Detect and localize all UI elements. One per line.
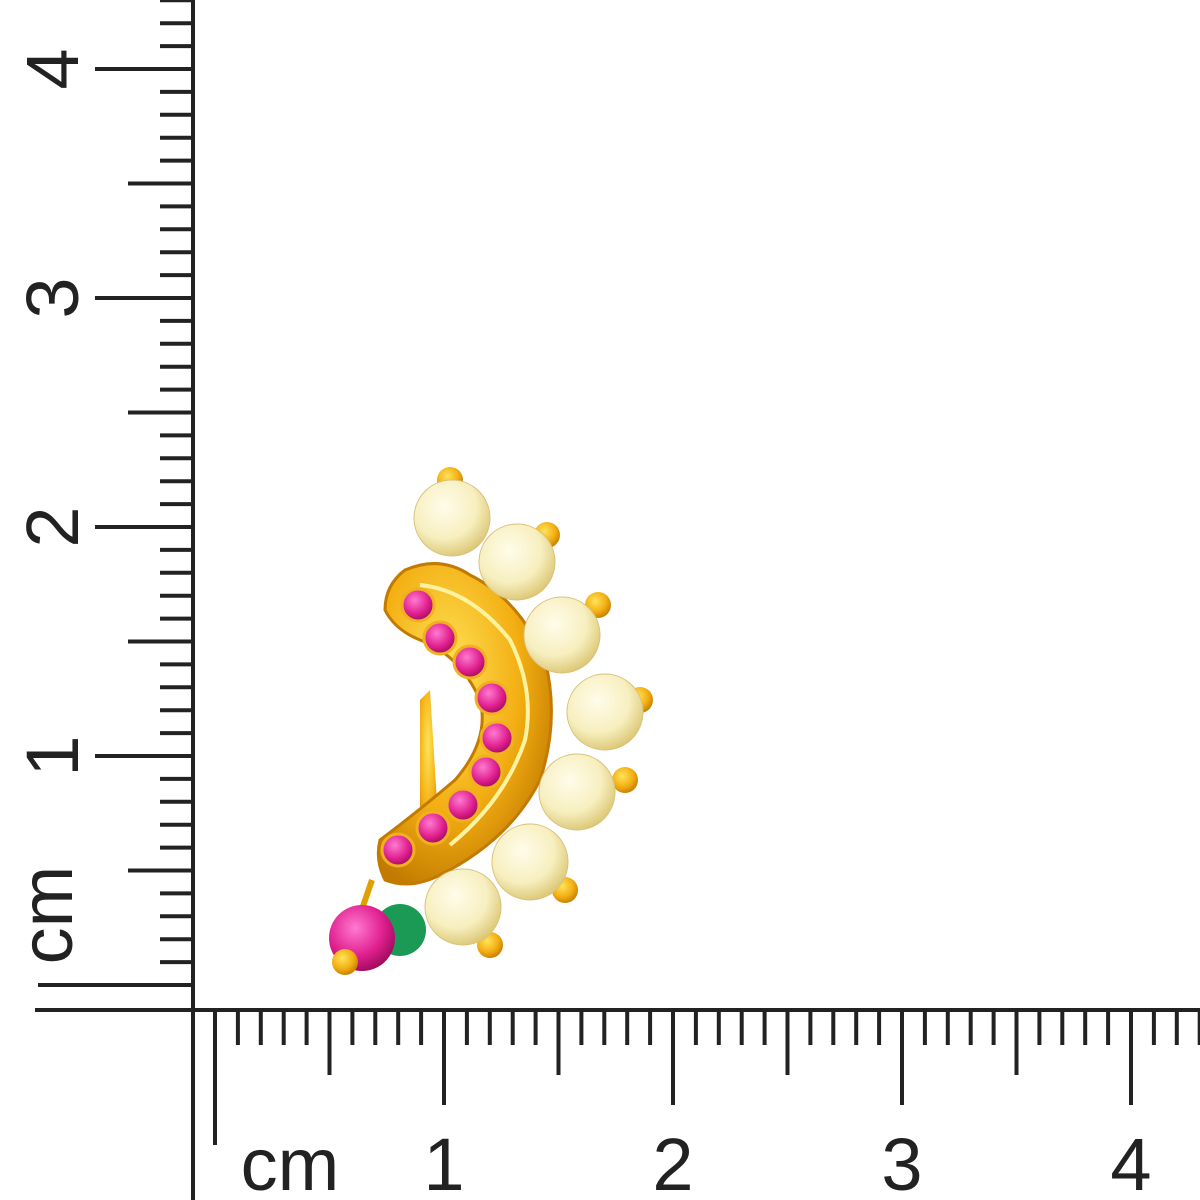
pearl: [478, 523, 556, 601]
pearl: [523, 596, 601, 674]
pink-stone: [468, 754, 504, 790]
pearl: [566, 673, 644, 751]
horizontal-unit: cm: [241, 1123, 340, 1200]
nose-ring: [329, 467, 653, 975]
v-ruler-label: 1: [11, 735, 94, 776]
pearls: [413, 479, 644, 946]
pearl: [424, 868, 502, 946]
v-ruler-label: 4: [11, 48, 94, 89]
pink-stone: [400, 587, 436, 623]
pearl: [538, 753, 616, 831]
pearl: [413, 479, 491, 557]
pink-stone: [474, 680, 510, 716]
pink-stone: [422, 620, 458, 656]
vertical-unit: cm: [5, 866, 88, 965]
pearl: [491, 823, 569, 901]
pink-stone: [380, 832, 416, 868]
v-ruler-label: 3: [11, 277, 94, 318]
h-ruler-label: 1: [423, 1123, 464, 1200]
frame-highlight: [419, 583, 530, 847]
v-ruler-label: 2: [11, 506, 94, 547]
pink-stone: [415, 810, 451, 846]
h-ruler-label: 2: [652, 1123, 693, 1200]
drop-gold-bead: [332, 949, 358, 975]
h-ruler-label: 3: [881, 1123, 922, 1200]
pink-stones: [380, 587, 515, 868]
pink-stone: [452, 644, 488, 680]
h-ruler-label: 4: [1110, 1123, 1151, 1200]
gold-bead: [612, 767, 638, 793]
rulers: cm cm 1 2 3 4 1 2 3 4: [5, 0, 1200, 1200]
pink-stone: [445, 787, 481, 823]
pink-stone: [479, 720, 515, 756]
